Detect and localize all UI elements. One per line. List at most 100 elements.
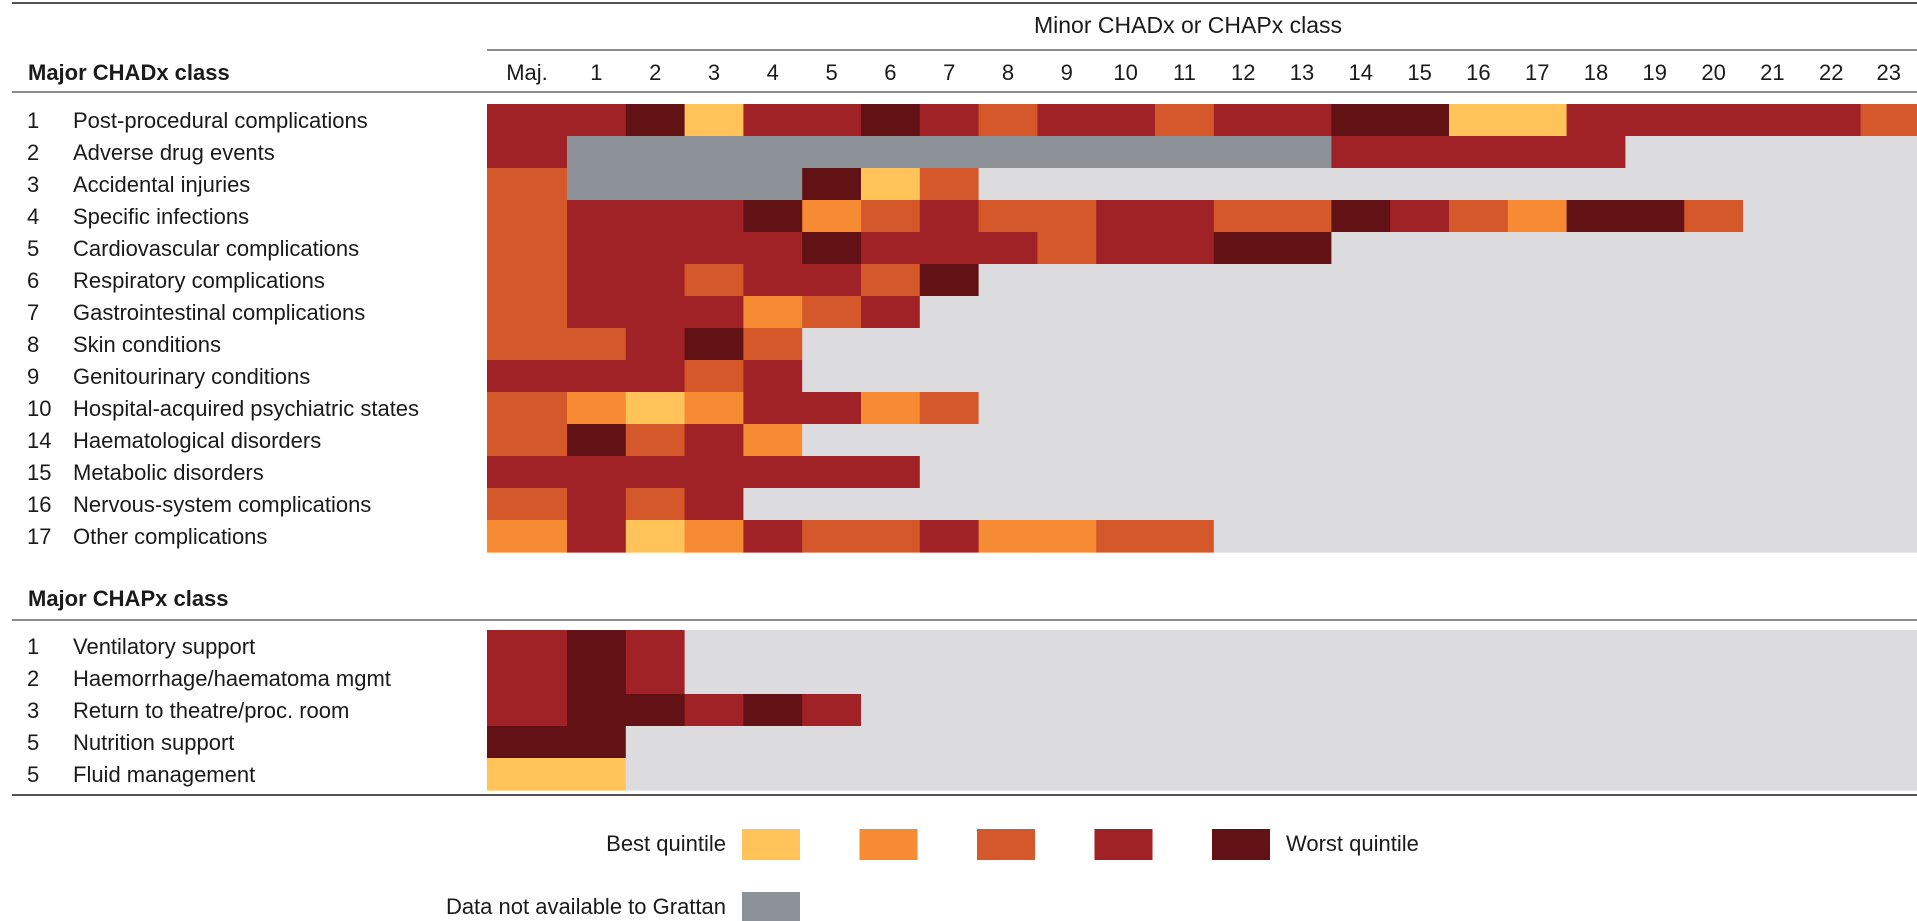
heatmap-cell: [743, 630, 803, 663]
legend-swatch: [977, 829, 1035, 860]
heatmap-row: 5 Fluid management: [27, 758, 1917, 791]
heatmap-cell: [567, 296, 627, 329]
legend-swatch: [1094, 829, 1153, 860]
heatmap-cell: [1566, 136, 1626, 169]
heatmap-cell: [802, 694, 862, 727]
heatmap-row: 4 Specific infections: [27, 200, 1917, 233]
heatmap-cell: [1390, 456, 1450, 489]
heatmap-cell: [978, 488, 1038, 521]
heatmap-cell: [1507, 360, 1568, 393]
heatmap-cell: [567, 726, 627, 759]
heatmap-cell: [1096, 424, 1156, 457]
heatmap-cell: [684, 168, 744, 201]
heatmap-cell: [487, 200, 568, 233]
heatmap-cell: [1507, 392, 1568, 425]
column-label: 14: [1349, 60, 1373, 85]
row-label: Skin conditions: [73, 332, 221, 357]
heatmap-cell: [919, 264, 980, 297]
heatmap-cell: [1801, 694, 1862, 727]
heatmap-cell: [1037, 200, 1097, 233]
heatmap-cell: [1625, 520, 1685, 553]
heatmap-cell: [625, 694, 686, 727]
heatmap-cell: [1801, 726, 1862, 759]
heatmap-cell: [1625, 232, 1685, 265]
heatmap-cell: [1743, 662, 1803, 695]
heatmap-cell: [1507, 136, 1568, 169]
heatmap-cell: [684, 264, 744, 297]
heatmap-cell: [1684, 200, 1744, 233]
heatmap-cell: [1213, 630, 1274, 663]
heatmap-cell: [1566, 264, 1626, 297]
heatmap-cell: [1801, 264, 1862, 297]
heatmap-cell: [1566, 360, 1626, 393]
column-label: 9: [1061, 60, 1073, 85]
heatmap-cell: [1390, 662, 1450, 695]
heatmap-cell: [919, 328, 980, 361]
heatmap-cell: [1801, 520, 1862, 553]
heatmap-cell: [1331, 630, 1391, 663]
row-label: Nutrition support: [73, 730, 234, 755]
heatmap-cell: [1801, 328, 1862, 361]
row-number: 5: [27, 730, 39, 755]
heatmap-cell: [487, 136, 568, 169]
heatmap-cell: [1037, 726, 1097, 759]
heatmap-cell: [1625, 758, 1685, 791]
heatmap-cell: [1096, 200, 1156, 233]
heatmap-cell: [1507, 296, 1568, 329]
heatmap-cell: [1331, 758, 1391, 791]
heatmap-cell: [1566, 200, 1626, 233]
row-label: Respiratory complications: [73, 268, 325, 293]
heatmap-cell: [802, 662, 862, 695]
column-label: 21: [1760, 60, 1784, 85]
heatmap-cell: [1449, 104, 1509, 137]
chapx-section-title: Major CHAPx class: [28, 586, 229, 611]
heatmap-cell: [1801, 360, 1862, 393]
heatmap-cell: [1566, 488, 1626, 521]
heatmap-cell: [1213, 488, 1274, 521]
heatmap-cell: [743, 392, 803, 425]
heatmap-cell: [743, 168, 803, 201]
heatmap-cell: [1449, 726, 1509, 759]
heatmap-cell: [487, 328, 568, 361]
heatmap-cell: [1860, 232, 1917, 265]
heatmap-cell: [1684, 694, 1744, 727]
heatmap-cell: [1684, 232, 1744, 265]
heatmap-cell: [1155, 232, 1215, 265]
heatmap-cell: [1155, 360, 1215, 393]
heatmap-cell: [567, 694, 627, 727]
row-label: Metabolic disorders: [73, 460, 264, 485]
row-label: Cardiovascular complications: [73, 236, 359, 261]
heatmap-cell: [1684, 264, 1744, 297]
heatmap-cell: [487, 392, 568, 425]
heatmap-cell: [487, 360, 568, 393]
heatmap-cell: [1507, 694, 1568, 727]
heatmap-cell: [861, 424, 921, 457]
heatmap-cell: [919, 630, 980, 663]
heatmap-cell: [1507, 424, 1568, 457]
heatmap-cell: [1272, 104, 1332, 137]
heatmap-cell: [1743, 200, 1803, 233]
heatmap-cell: [1213, 456, 1274, 489]
heatmap-cell: [1037, 694, 1097, 727]
heatmap-cell: [1801, 296, 1862, 329]
heatmap-cell: [1390, 232, 1450, 265]
heatmap-cell: [1037, 232, 1097, 265]
heatmap-cell: [1566, 232, 1626, 265]
heatmap-cell: [861, 662, 921, 695]
heatmap-cell: [1096, 168, 1156, 201]
heatmap-cell: [1625, 726, 1685, 759]
heatmap-cell: [1155, 200, 1215, 233]
heatmap-cell: [567, 456, 627, 489]
heatmap-cell: [978, 758, 1038, 791]
heatmap-cell: [978, 630, 1038, 663]
legend-swatch: [1212, 829, 1270, 860]
heatmap-row: 17 Other complications: [27, 520, 1917, 553]
heatmap-cell: [1860, 758, 1917, 791]
heatmap-cell: [1801, 136, 1862, 169]
heatmap-cell: [1566, 104, 1626, 137]
heatmap-cell: [1860, 136, 1917, 169]
heatmap-cell: [1155, 168, 1215, 201]
row-number: 8: [27, 332, 39, 357]
row-label: Ventilatory support: [73, 634, 255, 659]
heatmap-row: 5 Cardiovascular complications: [27, 232, 1917, 265]
